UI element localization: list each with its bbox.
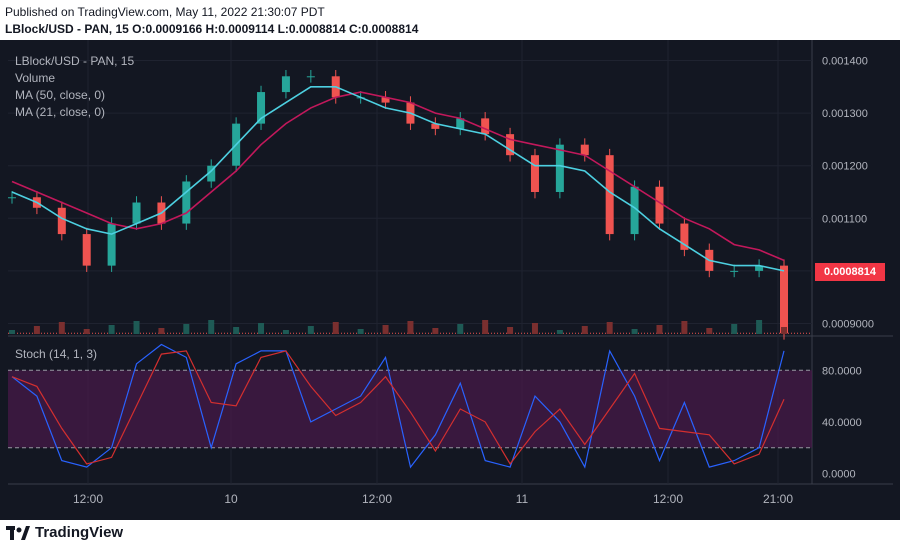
volume-bar bbox=[133, 321, 140, 334]
overlay-volume: Volume bbox=[15, 71, 56, 85]
volume-bar bbox=[581, 326, 588, 334]
volume-bar bbox=[681, 321, 688, 334]
tradingview-logo[interactable]: TradingView bbox=[6, 524, 123, 541]
volume-bar bbox=[233, 327, 240, 334]
volume-bar bbox=[756, 320, 763, 334]
publish-header: Published on TradingView.com, May 11, 20… bbox=[0, 0, 900, 40]
time-tick-label: 21:00 bbox=[763, 492, 793, 506]
candle-body bbox=[680, 223, 689, 250]
stoch-tick-label: 40.0000 bbox=[822, 417, 862, 429]
volume-bar bbox=[158, 328, 165, 334]
stoch-d-line bbox=[11, 350, 785, 465]
candle-body bbox=[57, 207, 66, 235]
candle-body bbox=[132, 202, 141, 224]
price-tick-label: 0.001200 bbox=[822, 161, 868, 173]
stoch-tick-label: 0.0000 bbox=[822, 469, 856, 481]
volume-bar bbox=[432, 328, 439, 334]
stoch-band bbox=[8, 370, 812, 448]
ma50-line bbox=[11, 91, 785, 262]
symbol-label: LBlock/USD - PAN, 15 bbox=[5, 22, 129, 36]
candle-body bbox=[506, 134, 515, 156]
candle-body bbox=[82, 234, 91, 266]
volume-bar bbox=[706, 328, 713, 334]
volume-bar bbox=[307, 326, 314, 334]
overlay-symbol: LBlock/USD - PAN, 15 bbox=[15, 54, 135, 68]
ohlc-line: LBlock/USD - PAN, 15 O:0.0009166 H:0.000… bbox=[5, 22, 418, 36]
volume-bar bbox=[33, 326, 40, 334]
candle-body bbox=[306, 76, 315, 78]
candle-body bbox=[182, 181, 191, 224]
candle-body bbox=[530, 155, 539, 192]
published-line: Published on TradingView.com, May 11, 20… bbox=[5, 5, 325, 19]
volume-bar bbox=[781, 327, 787, 334]
overlay-ma21: MA (21, close, 0) bbox=[15, 105, 106, 119]
footer: TradingView bbox=[0, 520, 900, 549]
time-tick-label: 12:00 bbox=[362, 492, 392, 506]
volume-bar bbox=[407, 321, 414, 334]
candle-body bbox=[780, 265, 788, 334]
candle-body bbox=[630, 186, 639, 235]
stoch-tick-label: 80.0000 bbox=[822, 365, 862, 377]
ohlc-values: O:0.0009166 H:0.0009114 L:0.0008814 C:0.… bbox=[132, 22, 419, 36]
candle-body bbox=[755, 265, 764, 271]
candle-body bbox=[431, 123, 440, 129]
candle-body bbox=[605, 155, 614, 235]
volume-bar bbox=[656, 325, 663, 334]
volume-bar bbox=[507, 327, 514, 334]
price-tick-label: 0.001400 bbox=[822, 56, 868, 68]
candle-body bbox=[107, 223, 116, 266]
volume-bar bbox=[382, 325, 389, 334]
volume-bar bbox=[108, 325, 115, 334]
volume-bar bbox=[208, 320, 215, 334]
price-tick-label: 0.001300 bbox=[822, 108, 868, 120]
candle-body bbox=[281, 76, 290, 93]
candle-body bbox=[555, 144, 564, 192]
candle-body bbox=[655, 186, 664, 224]
volume-bar bbox=[258, 323, 265, 334]
chart-svg[interactable]: 12:00 10 12:00 11 12:00 21:00 0.001400 0.001300… bbox=[0, 40, 900, 524]
volume-bar bbox=[531, 323, 538, 334]
candle-body bbox=[381, 97, 390, 103]
volume-bar bbox=[457, 324, 464, 334]
chart-area[interactable]: 12:00 10 12:00 11 12:00 21:00 0.001400 0.001300… bbox=[0, 40, 900, 524]
volume-bar bbox=[731, 324, 738, 334]
volume-bar bbox=[482, 320, 489, 334]
price-tick-label: 0.0009000 bbox=[822, 318, 874, 330]
time-tick-label: 11 bbox=[516, 492, 529, 506]
volume-bar bbox=[282, 330, 289, 334]
volume-bar bbox=[9, 330, 15, 334]
brand-name: TradingView bbox=[35, 524, 124, 541]
candle-body bbox=[8, 197, 16, 199]
candle-body bbox=[481, 118, 490, 135]
time-tick-label: 12:00 bbox=[73, 492, 103, 506]
tradingview-icon bbox=[6, 525, 30, 540]
volume-bar bbox=[183, 324, 190, 334]
volume-bar bbox=[357, 329, 364, 334]
volume-bar bbox=[556, 330, 563, 334]
ma21-line bbox=[11, 86, 785, 272]
current-price-badge: 0.0008814 bbox=[815, 263, 885, 281]
volume-bar bbox=[58, 322, 65, 334]
overlay-stoch: Stoch (14, 1, 3) bbox=[15, 347, 98, 361]
price-tick-label: 0.001100 bbox=[822, 213, 867, 225]
volume-bar bbox=[83, 329, 90, 334]
candle-body bbox=[207, 165, 216, 182]
candle-body bbox=[730, 270, 739, 272]
candle-body bbox=[456, 118, 465, 129]
stoch-k-line bbox=[11, 343, 785, 469]
candle-body bbox=[257, 92, 266, 124]
volume-bar bbox=[606, 322, 613, 334]
candle-body bbox=[580, 144, 589, 156]
time-tick-label: 10 bbox=[224, 492, 238, 506]
volume-bar bbox=[631, 329, 638, 334]
volume-bar bbox=[332, 322, 339, 334]
time-tick-label: 12:00 bbox=[653, 492, 683, 506]
overlay-ma50: MA (50, close, 0) bbox=[15, 88, 106, 102]
